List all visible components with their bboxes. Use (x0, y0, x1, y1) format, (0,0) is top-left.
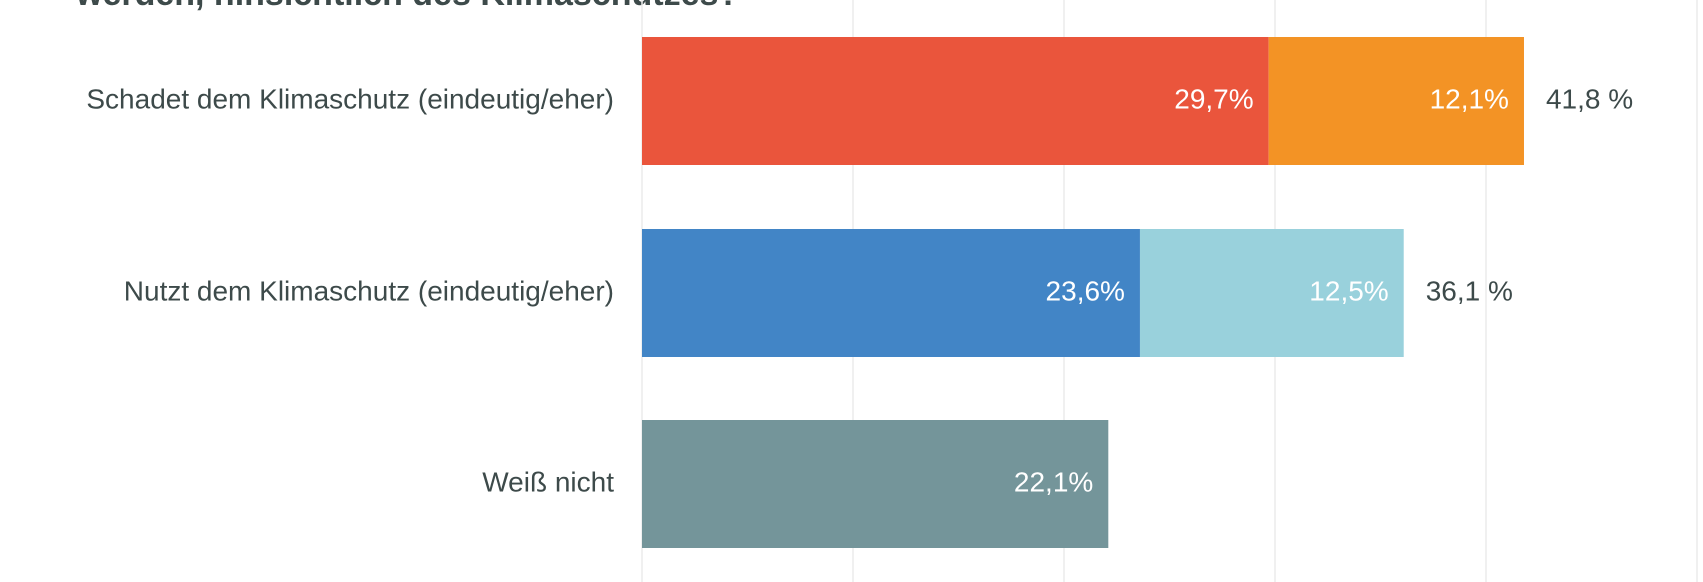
bar-segment (642, 420, 1109, 548)
value-label: 12,5% (1309, 275, 1388, 306)
bar-segment (1139, 229, 1404, 357)
value-label: 23,6% (1046, 275, 1125, 306)
category-label: Schadet dem Klimaschutz (eindeutig/eher) (86, 83, 614, 114)
total-label: 36,1 % (1426, 275, 1513, 306)
bar-segment (642, 229, 1140, 357)
bar-segment (1268, 37, 1524, 165)
category-label: Nutzt dem Klimaschutz (eindeutig/eher) (124, 275, 614, 306)
bar-segment (642, 37, 1269, 165)
value-label: 22,1% (1014, 466, 1093, 497)
total-label: 41,8 % (1546, 83, 1633, 114)
value-label: 12,1% (1430, 83, 1509, 114)
value-label: 29,7% (1174, 83, 1253, 114)
chart-title: werden, hinsichtlich des Klimaschutzes? (75, 0, 739, 13)
category-label: Weiß nicht (482, 466, 614, 497)
